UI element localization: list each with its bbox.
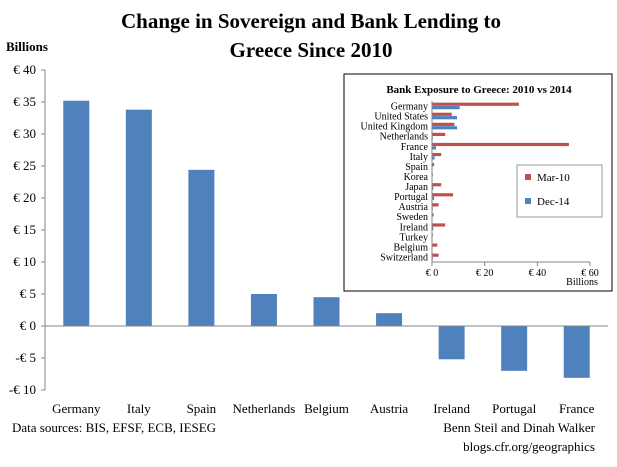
- main-y-tick-label: € 30: [13, 126, 36, 141]
- inset-bar-belgium-mar-10: [432, 244, 437, 247]
- inset-bar-united-kingdom-dec-14: [432, 126, 457, 129]
- main-y-tick-label: € 0: [20, 318, 36, 333]
- main-y-tick-label: € 25: [13, 158, 36, 173]
- main-y-tick-label: € 40: [13, 62, 36, 77]
- legend-swatch-mar10: [525, 174, 531, 180]
- main-x-tick-label: Ireland: [433, 401, 470, 416]
- main-y-tick-label: € 10: [13, 254, 36, 269]
- main-x-tick-label: Germany: [52, 401, 101, 416]
- main-y-tick-label: € 35: [13, 94, 36, 109]
- bar-germany: [63, 101, 89, 326]
- inset-bar-germany-dec-14: [432, 106, 460, 109]
- inset-bar-france-dec-14: [432, 146, 436, 149]
- inset-x-axis-label: Billions: [566, 277, 598, 288]
- main-x-tick-label: Belgium: [304, 401, 349, 416]
- inset-x-tick-label: € 40: [529, 268, 547, 279]
- inset-bar-netherlands-mar-10: [432, 133, 445, 136]
- main-x-tick-label: Netherlands: [233, 401, 296, 416]
- credit-url: blogs.cfr.org/geographics: [463, 439, 595, 454]
- bar-ireland: [439, 326, 465, 359]
- inset-bar-united-kingdom-mar-10: [432, 123, 454, 126]
- inset-title: Bank Exposure to Greece: 2010 vs 2014: [386, 84, 572, 96]
- inset-x-tick-label: € 0: [426, 268, 439, 279]
- main-x-tick-label: Italy: [127, 401, 151, 416]
- chart-title-line2: Greece Since 2010: [230, 38, 393, 62]
- main-y-tick-label: -€ 10: [9, 382, 36, 397]
- inset-bar-austria-mar-10: [432, 203, 439, 206]
- inset-bar-germany-mar-10: [432, 103, 519, 106]
- main-x-tick-label: France: [559, 401, 595, 416]
- inset-bar-france-mar-10: [432, 143, 569, 146]
- main-x-tick-label: Spain: [187, 401, 217, 416]
- main-y-tick-label: € 15: [13, 222, 36, 237]
- bar-netherlands: [251, 294, 277, 326]
- bar-belgium: [314, 297, 340, 326]
- bar-italy: [126, 110, 152, 326]
- bar-portugal: [501, 326, 527, 371]
- bar-spain: [188, 170, 214, 326]
- main-x-tick-label: Portugal: [492, 401, 536, 416]
- inset-bar-japan-mar-10: [432, 183, 441, 186]
- data-source: Data sources: BIS, EFSF, ECB, IESEG: [12, 420, 216, 435]
- inset-y-tick-label: Switzerland: [380, 252, 428, 263]
- main-y-tick-label: € 20: [13, 190, 36, 205]
- inset-bar-united-states-dec-14: [432, 116, 457, 119]
- inset-bar-switzerland-mar-10: [432, 254, 439, 257]
- legend-swatch-dec14: [525, 198, 531, 204]
- main-x-labels: Germany Italy Spain Netherlands Belgium Austr…: [52, 401, 595, 416]
- main-y-tick-label: € 5: [20, 286, 36, 301]
- credit-authors: Benn Steil and Dinah Walker: [443, 420, 595, 435]
- inset-bar-italy-mar-10: [432, 153, 441, 156]
- inset-bar-united-states-mar-10: [432, 113, 452, 116]
- y-axis-label: Billions: [6, 39, 48, 54]
- bar-austria: [376, 313, 402, 326]
- inset-x-tick-label: € 20: [476, 268, 494, 279]
- inset-bar-ireland-mar-10: [432, 223, 445, 226]
- bar-france: [564, 326, 590, 378]
- legend-label-dec14: Dec-14: [537, 196, 570, 208]
- main-x-tick-label: Austria: [370, 401, 409, 416]
- main-y-ticks: -€ 10 -€ 5 € 0 € 5 € 10 € 15 € 20 € 25 € 30 € 35 €…: [9, 62, 45, 397]
- legend-label-mar10: Mar-10: [537, 172, 570, 184]
- chart-title-line1: Change in Sovereign and Bank Lending to: [121, 9, 501, 33]
- main-y-tick-label: -€ 5: [15, 350, 36, 365]
- inset-bar-portugal-mar-10: [432, 193, 453, 196]
